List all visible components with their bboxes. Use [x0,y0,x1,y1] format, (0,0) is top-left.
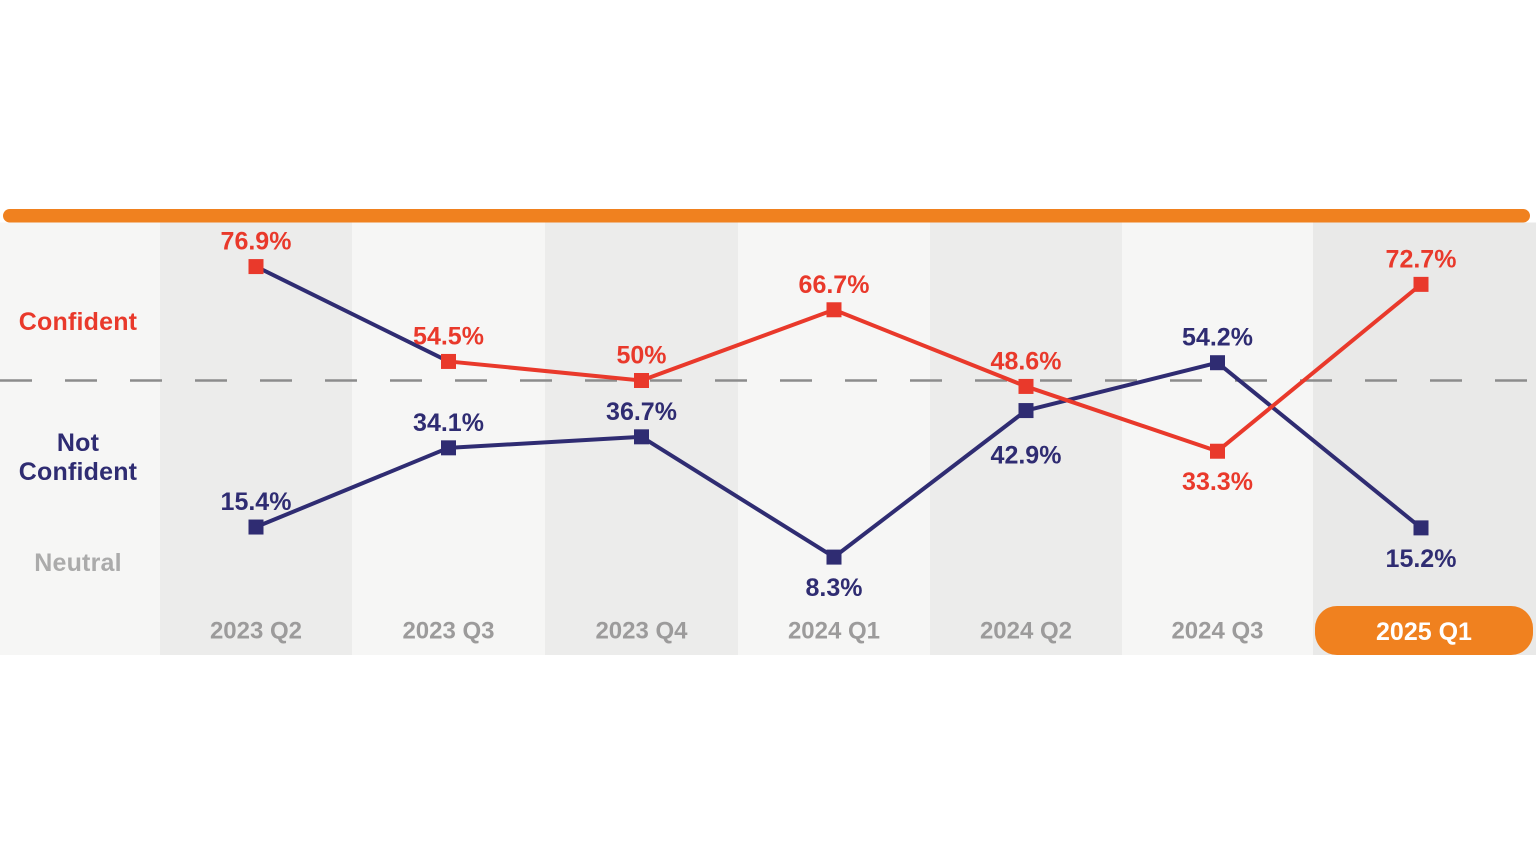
column-stripe [160,222,352,655]
x-axis-label: 2023 Q4 [595,618,688,645]
data-point-marker [441,353,456,369]
series-line-segment [832,408,1028,559]
x-axis-label: 2023 Q3 [402,618,494,645]
data-point-label: 42.9% [991,442,1062,470]
series-line-segment [1025,360,1218,413]
series-line-segment [1216,282,1423,453]
series-line-segment [1025,384,1219,454]
series-line-segment [448,434,642,450]
x-axis-label: 2024 Q2 [980,618,1072,645]
column-stripes [0,222,1536,655]
data-point-marker [248,259,264,275]
data-point-label: 66.7% [799,271,870,299]
data-point-marker [826,302,842,318]
data-point-marker [634,373,649,388]
column-stripe [352,222,545,655]
legend-item-confident: Confident [18,308,138,336]
column-stripe [738,222,930,655]
data-point-label: 15.2% [1386,545,1457,573]
data-point-marker [634,429,649,445]
series-line-segment [640,307,835,383]
data-point-label: 50% [616,342,666,370]
series-line-segment [255,445,450,529]
data-point-markers [248,259,1429,565]
series-line-segment [1216,361,1423,530]
data-point-label: 54.5% [413,322,484,350]
highlight-badge: 2025 Q1 [1315,606,1533,655]
data-point-marker [1018,378,1034,394]
series-line-segment [640,435,836,559]
data-point-marker [1210,355,1225,371]
data-point-marker [248,519,264,535]
series-line-segment [448,359,642,383]
series-line-segment [833,307,1027,389]
series-lines [255,264,1423,559]
data-point-marker [1210,443,1225,459]
x-axis-label: 2023 Q2 [210,618,302,645]
data-point-label: 54.2% [1182,324,1253,352]
legend-item-not-confident: Not Confident [18,429,138,486]
highlight-badge-label: 2025 Q1 [1376,618,1472,646]
column-stripe [1313,222,1536,655]
data-point-marker [826,549,842,565]
data-point-label: 72.7% [1386,245,1457,273]
column-stripe [0,222,160,655]
data-point-marker [1018,403,1034,419]
data-point-marker [441,440,456,456]
highlight-badge-background [1315,606,1533,655]
data-point-label: 48.6% [991,347,1062,375]
data-point-marker [1413,520,1429,536]
data-point-label: 76.9% [221,228,292,256]
data-point-label: 33.3% [1182,468,1253,496]
data-point-label: 15.4% [221,488,292,516]
data-point-label: 8.3% [806,574,863,602]
data-point-labels: 76.9% 54.5% 50% 66.7% 48.6% 33.3% 72.7% 15.4% 34… [221,228,1457,603]
data-point-label: 34.1% [413,409,484,437]
data-point-marker [1413,276,1429,292]
column-stripe [1122,222,1313,655]
accent-bar [3,209,1530,223]
x-axis-labels: 2023 Q2 2023 Q3 2023 Q4 2024 Q1 2024 Q2 2024 … [210,618,1264,645]
data-point-label: 36.7% [606,398,677,426]
column-stripe [930,222,1122,655]
x-axis-label: 2024 Q3 [1171,618,1263,645]
legend-item-neutral: Neutral [34,549,122,577]
series-line-segment [255,264,450,364]
x-axis-label: 2024 Q1 [788,618,880,645]
